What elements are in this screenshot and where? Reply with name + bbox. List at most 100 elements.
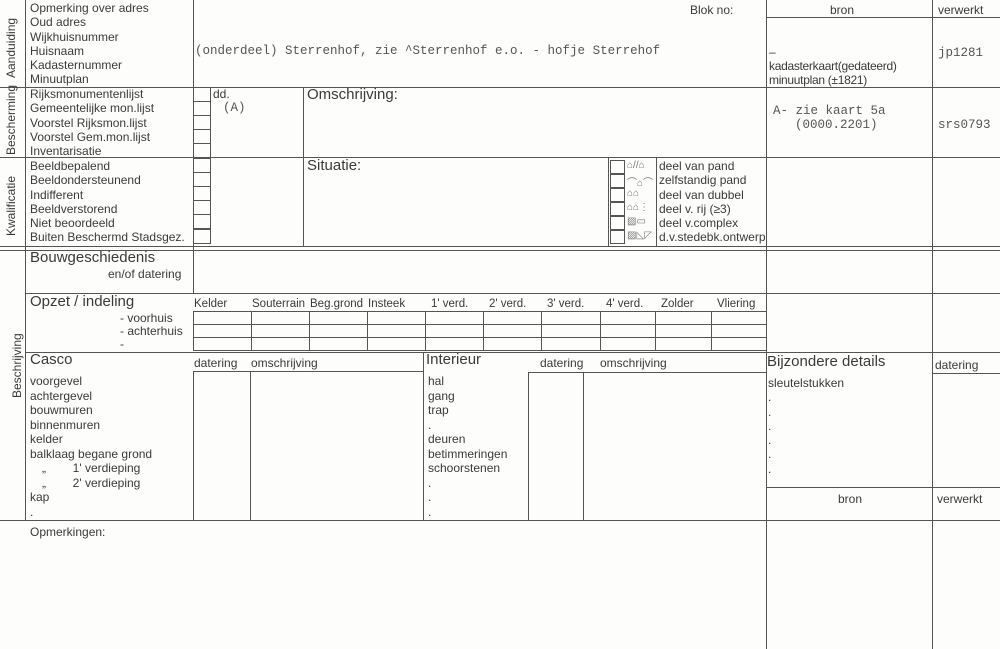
item: . bbox=[768, 404, 772, 419]
house-part-icon: ⌂//⌂ bbox=[627, 160, 645, 171]
item: betimmeringen bbox=[428, 446, 508, 461]
label: Beeldondersteunend bbox=[30, 173, 141, 188]
section-label-beschrijving: Beschrijving bbox=[10, 333, 24, 398]
verwerkt-value[interactable]: srs0793 bbox=[938, 118, 991, 132]
label: Huisnaam bbox=[30, 43, 85, 58]
grid-line bbox=[711, 311, 712, 350]
bijzondere-verwerkt-header: verwerkt bbox=[937, 492, 983, 506]
checkbox[interactable] bbox=[610, 202, 625, 216]
checkbox[interactable] bbox=[610, 188, 625, 202]
omschrijving-label: Omschrijving: bbox=[307, 86, 398, 103]
item: bouwmuren bbox=[30, 403, 93, 417]
label: Oud adres bbox=[30, 15, 87, 30]
option-label: deel van pand bbox=[659, 159, 735, 173]
checkbox[interactable] bbox=[610, 160, 625, 174]
house-standalone-icon: ⌒⌂⌒ bbox=[627, 178, 654, 189]
section-label-kwalificatie: Kwalificatie bbox=[4, 175, 18, 236]
checkbox[interactable] bbox=[193, 158, 211, 173]
checkbox[interactable] bbox=[193, 200, 211, 215]
label: Rijksmonumentenlijst bbox=[30, 87, 144, 101]
item: kelder bbox=[30, 432, 63, 446]
grid-line bbox=[655, 311, 656, 350]
checkbox[interactable] bbox=[193, 101, 211, 116]
divider bbox=[608, 158, 609, 247]
divider bbox=[193, 371, 423, 372]
bescherming-labels: Rijksmonumentenlijst Gemeentelijke mon.l… bbox=[30, 87, 154, 158]
label: Gemeentelijke mon.lijst bbox=[30, 101, 155, 116]
label: Beeldbepalend bbox=[30, 159, 111, 173]
dd-value[interactable]: (A) bbox=[223, 101, 246, 115]
bron-line: minuutplan (±1821) bbox=[769, 73, 867, 87]
verwerkt-value[interactable]: jp1281 bbox=[938, 46, 984, 60]
item: . bbox=[768, 433, 772, 448]
grid-line bbox=[367, 311, 368, 350]
checkbox[interactable] bbox=[193, 87, 211, 102]
opzet-column-header: 4' verd. bbox=[606, 298, 644, 310]
bijzondere-title: Bijzondere details bbox=[767, 353, 886, 370]
item: balklaag begane grond bbox=[30, 446, 153, 461]
label: Kadasternummer bbox=[30, 58, 123, 73]
checkbox[interactable] bbox=[193, 229, 211, 244]
checkbox[interactable] bbox=[193, 129, 211, 144]
opzet-column-header: 3' verd. bbox=[547, 298, 585, 310]
divider bbox=[303, 87, 304, 247]
opzet-column-header: 1' verd. bbox=[431, 298, 469, 310]
casco-items: voorgevel achtergevel bouwmuren binnenmu… bbox=[30, 374, 152, 519]
grid-line bbox=[193, 311, 766, 312]
kwalificatie-labels: Beeldbepalend Beeldondersteunend Indiffe… bbox=[30, 159, 185, 245]
option-label: zelfstandig pand bbox=[659, 173, 747, 188]
bouwgeschiedenis-sub: en/of datering bbox=[108, 267, 182, 281]
bron-header: bron bbox=[830, 3, 855, 17]
checkbox[interactable] bbox=[610, 216, 625, 230]
divider bbox=[0, 246, 1000, 247]
label: Inventarisatie bbox=[30, 144, 102, 159]
item: . bbox=[768, 390, 772, 405]
grid-line bbox=[193, 311, 194, 350]
divider bbox=[528, 372, 766, 373]
grid-line bbox=[600, 311, 601, 350]
bijzondere-datering-header: datering bbox=[935, 358, 979, 372]
bouwgeschiedenis-title: Bouwgeschiedenis bbox=[30, 249, 156, 266]
label: Opmerking over adres bbox=[30, 1, 149, 15]
opzet-column-header: Zolder bbox=[661, 298, 694, 310]
house-double-icon: ⌂⌂ bbox=[627, 188, 640, 199]
checkbox[interactable] bbox=[193, 115, 211, 130]
item: . bbox=[30, 504, 34, 519]
grid-line bbox=[483, 311, 484, 350]
verwerkt-header: verwerkt bbox=[938, 3, 984, 17]
bron-value[interactable]: (0000.2201) bbox=[795, 118, 878, 132]
item: „ 2' verdieping bbox=[42, 475, 141, 490]
section-label-aanduiding: Aanduiding bbox=[4, 17, 18, 78]
bron-value[interactable]: A- zie kaart 5a bbox=[773, 104, 886, 118]
aanduiding-value[interactable]: (onderdeel) Sterrenhof, zie ^Sterrenhof … bbox=[195, 44, 661, 58]
checkbox[interactable] bbox=[193, 143, 211, 158]
divider bbox=[25, 293, 1000, 294]
option-label: deel van dubbel bbox=[659, 187, 744, 202]
divider bbox=[583, 372, 584, 520]
situatie-options: deel van pand zelfstandig pand deel van … bbox=[659, 159, 766, 245]
aanduiding-labels: Opmerking over adres Oud adres Wijkhuisn… bbox=[30, 1, 149, 87]
opzet-column-header: Kelder bbox=[194, 298, 228, 310]
label: Voorstel Gem.mon.lijst bbox=[30, 129, 151, 144]
checkbox[interactable] bbox=[610, 230, 625, 244]
checkbox[interactable] bbox=[193, 172, 211, 187]
grid-line bbox=[193, 324, 766, 325]
interieur-omschrijving-header: omschrijving bbox=[600, 356, 667, 370]
divider bbox=[528, 372, 529, 520]
dd-label: dd. bbox=[213, 87, 230, 101]
opmerkingen-label: Opmerkingen: bbox=[30, 525, 106, 539]
checkbox[interactable] bbox=[610, 174, 625, 188]
item: „ 1' verdieping bbox=[42, 461, 141, 475]
checkbox[interactable] bbox=[193, 214, 211, 229]
item: . bbox=[768, 447, 772, 462]
checkbox[interactable] bbox=[193, 186, 211, 201]
grid-line bbox=[309, 311, 310, 350]
item: . bbox=[768, 461, 772, 476]
blok-no-label: Blok no: bbox=[690, 3, 734, 17]
label: Indifferent bbox=[30, 187, 84, 202]
item: deuren bbox=[428, 432, 466, 446]
item: . bbox=[428, 504, 432, 519]
label: Niet beoordeeld bbox=[30, 216, 115, 231]
bron-line: kadasterkaart(gedateerd) bbox=[769, 59, 897, 73]
